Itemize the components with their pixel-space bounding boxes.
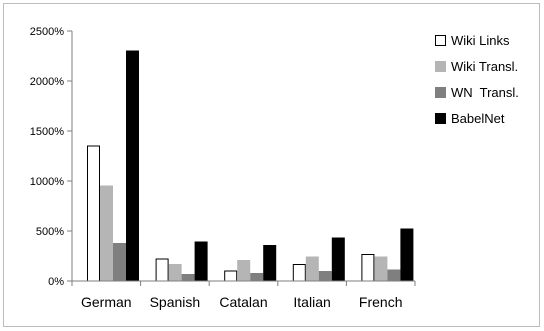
y-tick-label: 2000%: [30, 76, 64, 88]
bar-wn-transl-french: [387, 269, 401, 282]
x-category-label: Catalan: [219, 294, 267, 310]
bars: [87, 50, 414, 282]
bar-wiki-links-catalan: [224, 270, 238, 282]
y-tick-label: 0%: [48, 276, 64, 288]
x-category-label: Spanish: [150, 294, 201, 310]
bar-wiki-links-german: [87, 145, 100, 282]
legend-swatch: [435, 35, 446, 46]
y-tick-label: 500%: [36, 226, 64, 238]
bar-wiki-transl-french: [374, 256, 388, 282]
bar-wiki-transl-spanish: [168, 264, 182, 282]
bar-babelnet-italian: [331, 237, 345, 282]
x-axis: German Spanish Catalan Italian French: [71, 280, 416, 310]
y-tick-label: 1500%: [30, 126, 64, 138]
legend-swatch: [435, 87, 446, 98]
y-tick-label: 2500%: [30, 26, 64, 38]
legend-label: WN Transl.: [451, 85, 519, 100]
legend-swatch: [435, 113, 446, 124]
legend-label: Wiki Links: [451, 33, 510, 48]
x-category-label: French: [359, 294, 403, 310]
bar-wiki-transl-italian: [305, 256, 319, 282]
legend: Wiki Links Wiki Transl. WN Transl. BabelNet: [435, 33, 519, 126]
bar-babelnet-french: [400, 228, 414, 282]
bar-wn-transl-german: [113, 243, 126, 282]
bar-babelnet-catalan: [263, 245, 277, 282]
bar-wiki-links-italian: [292, 264, 306, 282]
bar-wiki-links-spanish: [155, 258, 169, 282]
bar-wn-transl-catalan: [250, 273, 264, 282]
bar-wn-transl-spanish: [181, 274, 195, 282]
legend-label: Wiki Transl.: [451, 59, 518, 74]
bar-wiki-transl-catalan: [237, 260, 251, 282]
legend-swatch: [435, 61, 446, 72]
x-category-label: German: [81, 294, 132, 310]
legend-label: BabelNet: [451, 111, 505, 126]
y-tick-label: 1000%: [30, 176, 64, 188]
bar-babelnet-spanish: [194, 241, 208, 282]
bar-wn-transl-italian: [318, 271, 332, 282]
bar-wiki-transl-german: [100, 185, 113, 282]
x-category-label: Italian: [293, 294, 330, 310]
y-axis: 0% 500% 1000% 1500% 2000% 2500%: [30, 26, 73, 288]
bar-babelnet-german: [126, 50, 139, 282]
bar-wiki-links-french: [361, 254, 375, 282]
